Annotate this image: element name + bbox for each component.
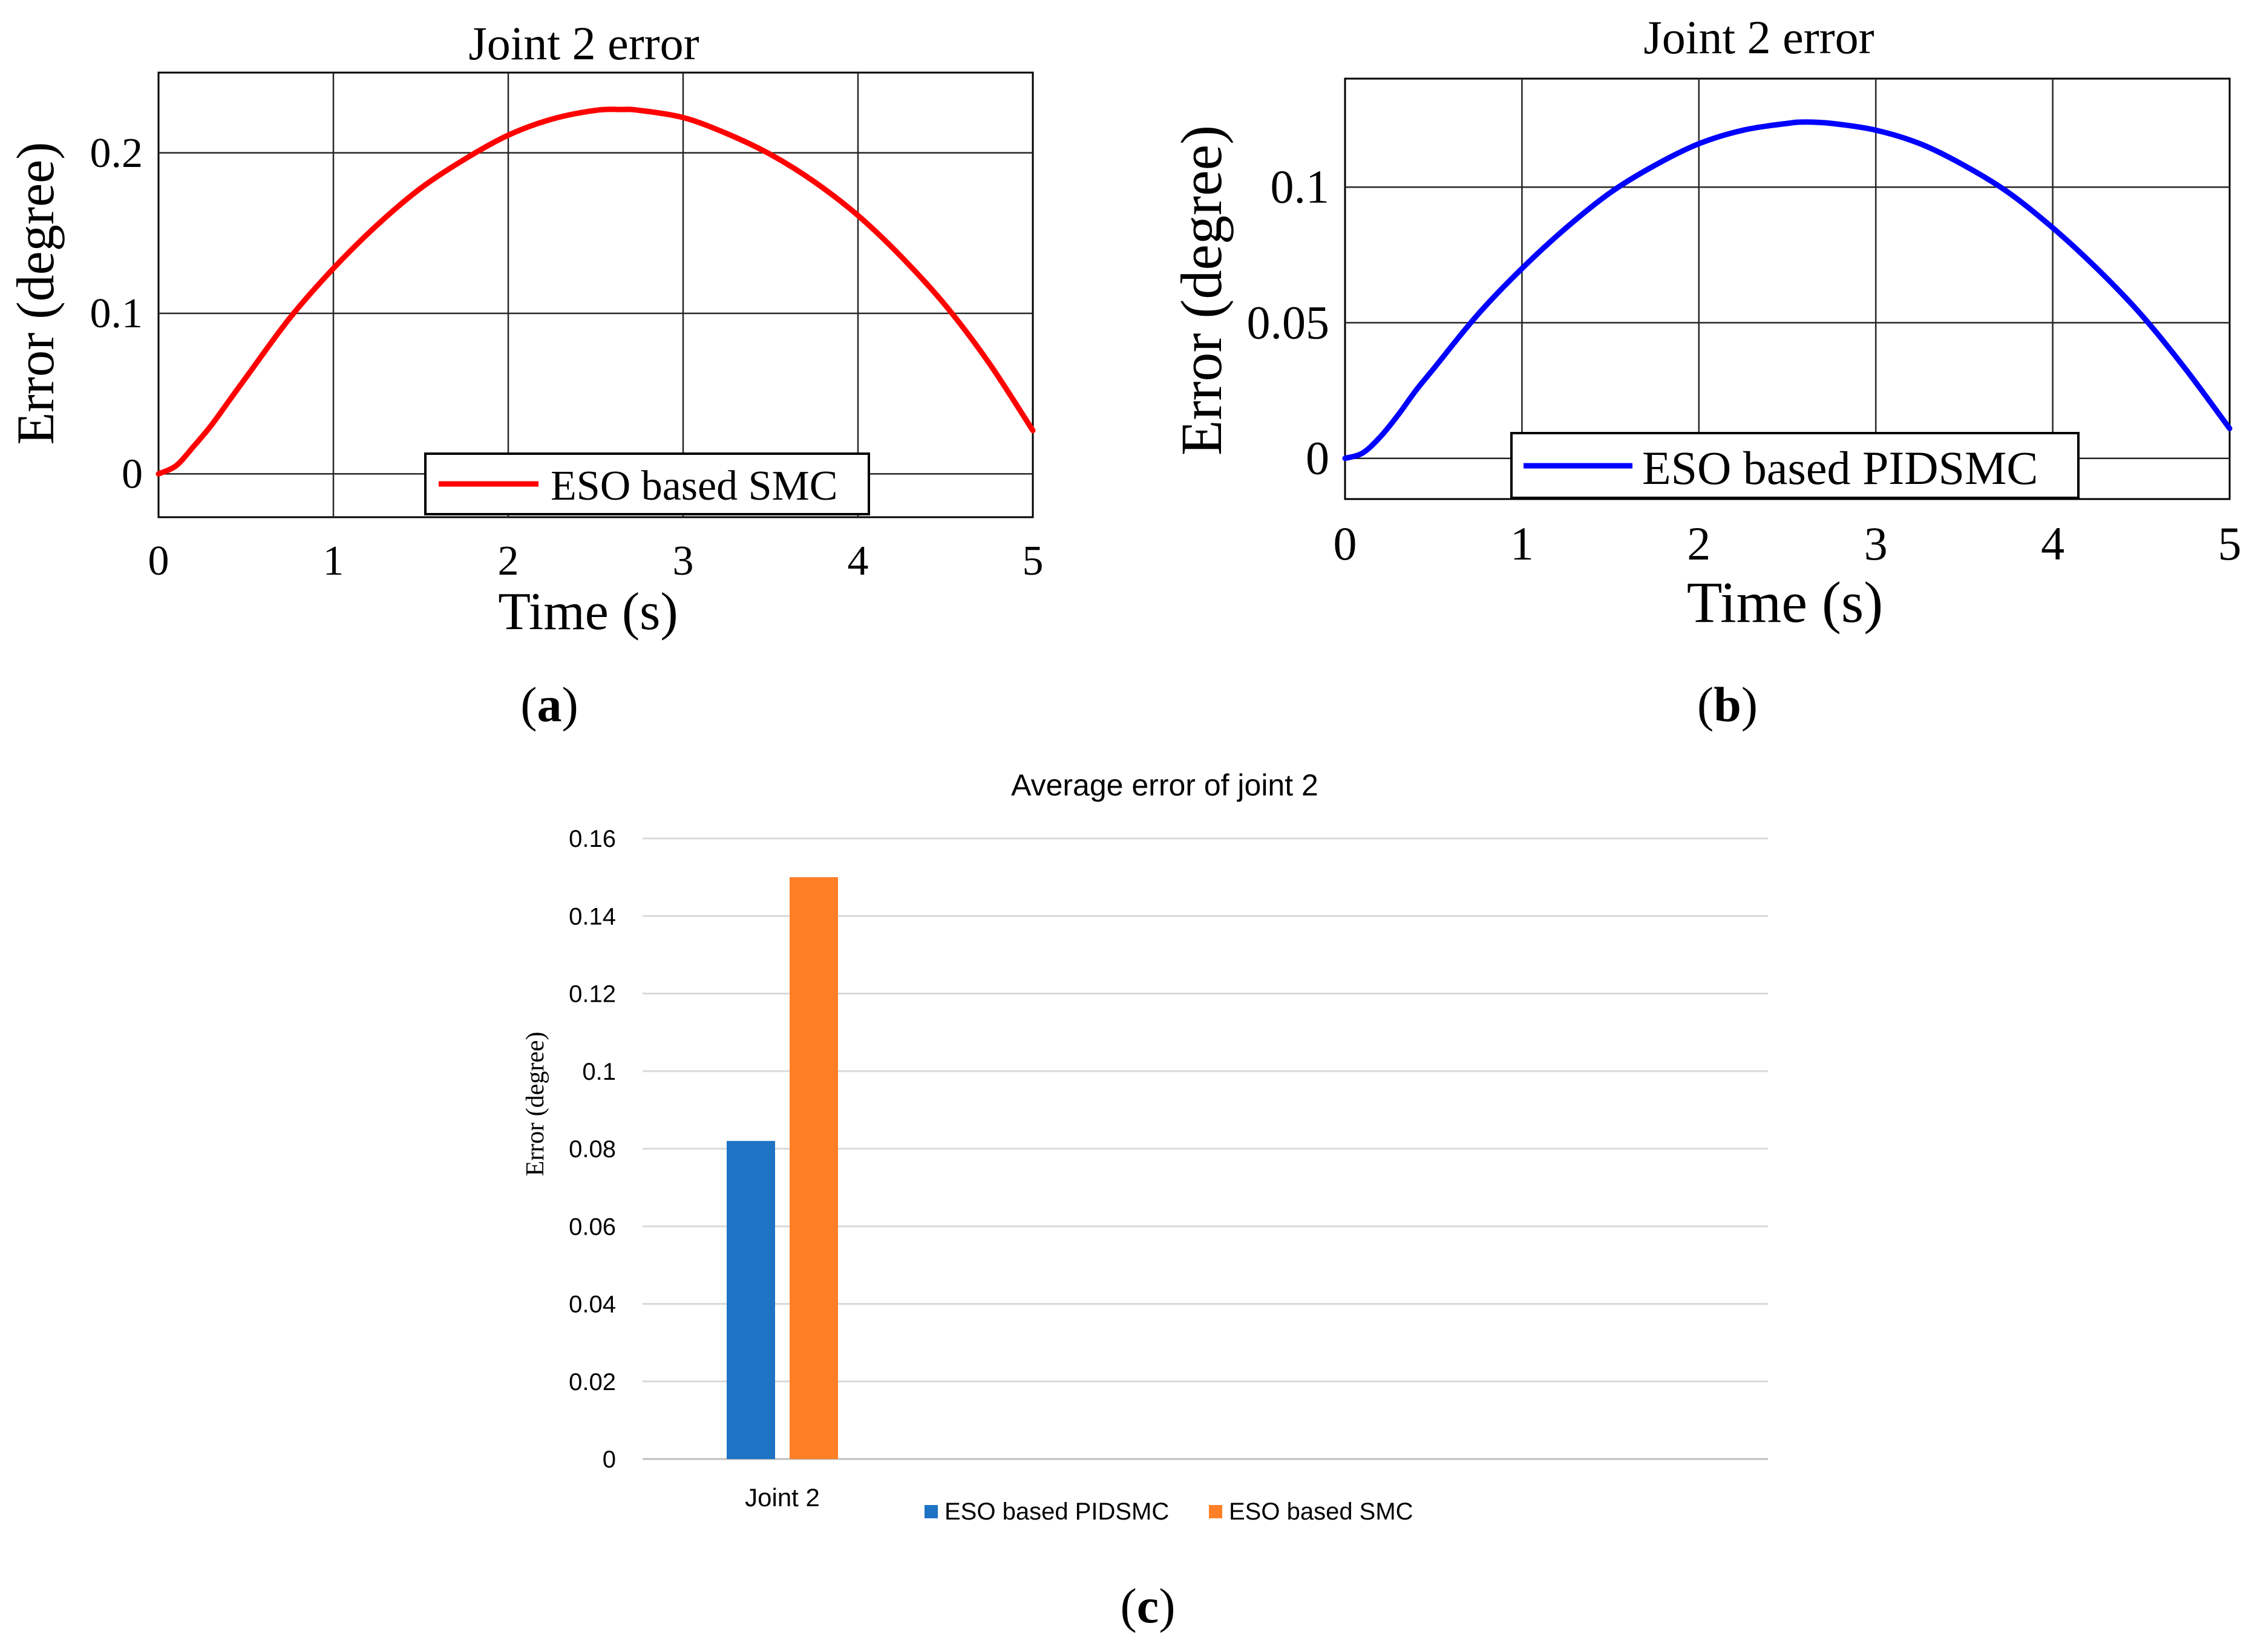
panel-c-y-tick-label: 0.16 [569, 826, 616, 852]
panel-a-x-tick-label: 1 [323, 538, 344, 584]
panel-c-y-tick-label: 0.12 [569, 981, 616, 1008]
panel-a-y-axis-label: Error (degree) [7, 142, 65, 445]
panel-a-series-line [155, 106, 1036, 477]
panel-a-legend: ESO based SMC [424, 452, 870, 515]
panel-c-legend-swatch-pidsmc [925, 1505, 938, 1518]
panel-a-x-tick-label: 0 [148, 538, 169, 584]
panel-b-legend: ESO based PIDSMC [1510, 432, 2080, 499]
panel-a-y-tick-label: 0 [122, 451, 143, 497]
panel-c-y-tick-label: 0.14 [569, 903, 616, 930]
panel-b-legend-label: ESO based PIDSMC [1642, 442, 2038, 494]
panel-b-x-tick-label: 5 [2218, 517, 2242, 570]
panel-c-y-tick-label: 0.1 [582, 1059, 616, 1085]
panel-b-title: Joint 2 error [1643, 11, 1874, 64]
panel-c-bar-smc [790, 877, 838, 1459]
panel-a-x-tick-label: 4 [848, 538, 869, 584]
panel-b-x-tick-label: 2 [1687, 517, 1710, 570]
panel-a-x-axis-label: Time (s) [498, 583, 678, 641]
panel-a-x-tick-label: 5 [1023, 538, 1044, 584]
panel-a-panel-label: (a) [520, 677, 578, 732]
panel-b-line-chart: Joint 2 error 0 1 2 3 4 5 0 0.05 0.1 ESO based … [1169, 11, 2242, 732]
panel-b-series-line [1342, 119, 2233, 462]
panel-a-legend-label: ESO based SMC [551, 463, 837, 509]
panel-a-x-tick-label: 3 [673, 538, 694, 584]
panel-b-y-tick-label: 0.1 [1271, 160, 1330, 213]
panel-c-y-tick-label: 0.04 [569, 1291, 616, 1318]
panel-c-y-tick-label: 0 [603, 1446, 616, 1473]
panel-b-x-axis-label: Time (s) [1687, 570, 1884, 635]
panel-c-y-tick-label: 0.08 [569, 1136, 616, 1163]
panel-c-y-tick-labels: 0 0.02 0.04 0.06 0.08 0.1 0.12 0.14 0.16 [569, 826, 616, 1473]
panel-b-x-tick-labels: 0 1 2 3 4 5 [1334, 517, 2242, 570]
panel-a-x-tick-labels: 0 1 2 3 4 5 [148, 538, 1044, 584]
panel-b-x-tick-label: 0 [1334, 517, 1357, 570]
panel-b-y-tick-labels: 0 0.05 0.1 [1247, 160, 1330, 484]
panel-c-legend: ESO based PIDSMC ESO based SMC [925, 1498, 1413, 1525]
panel-b-x-tick-label: 4 [2041, 517, 2064, 570]
panel-c-y-axis-label: Error (degree) [522, 1032, 549, 1177]
panel-a-y-tick-label: 0.1 [90, 290, 143, 337]
panel-c-panel-label: (c) [1120, 1578, 1175, 1633]
panel-a-line-chart: Joint 2 error 0 1 2 3 4 5 0 0.1 0.2 ESO based S… [7, 17, 1044, 732]
panel-a-y-tick-label: 0.2 [90, 130, 143, 177]
panel-c-y-tick-label: 0.02 [569, 1369, 616, 1396]
panel-b-y-axis-label: Error (degree) [1169, 125, 1234, 455]
panel-c-bar-chart: Average error of joint 2 0 0.02 0.04 0.06 0.… [522, 768, 1768, 1633]
panel-c-bars [727, 877, 838, 1459]
panel-c-legend-label-smc: ESO based SMC [1229, 1498, 1413, 1525]
panel-b-y-tick-label: 0 [1306, 431, 1329, 484]
panel-c-legend-label-pidsmc: ESO based PIDSMC [944, 1498, 1169, 1525]
panel-a-x-tick-label: 2 [498, 538, 519, 584]
panel-b-panel-label: (b) [1697, 677, 1758, 732]
panel-c-legend-swatch-smc [1209, 1505, 1222, 1518]
panel-b-x-tick-label: 3 [1864, 517, 1888, 570]
panel-a-y-tick-labels: 0 0.1 0.2 [90, 130, 143, 498]
panel-c-title: Average error of joint 2 [1011, 768, 1318, 802]
panel-b-y-tick-label: 0.05 [1247, 296, 1330, 348]
panel-c-y-tick-label: 0.06 [569, 1213, 616, 1240]
panel-a-title: Joint 2 error [468, 17, 699, 70]
panel-c-bar-pidsmc [727, 1141, 775, 1459]
panel-b-x-tick-label: 1 [1510, 517, 1534, 570]
panel-c-category-label: Joint 2 [745, 1483, 820, 1512]
panel-a-axes-box [157, 71, 1034, 518]
